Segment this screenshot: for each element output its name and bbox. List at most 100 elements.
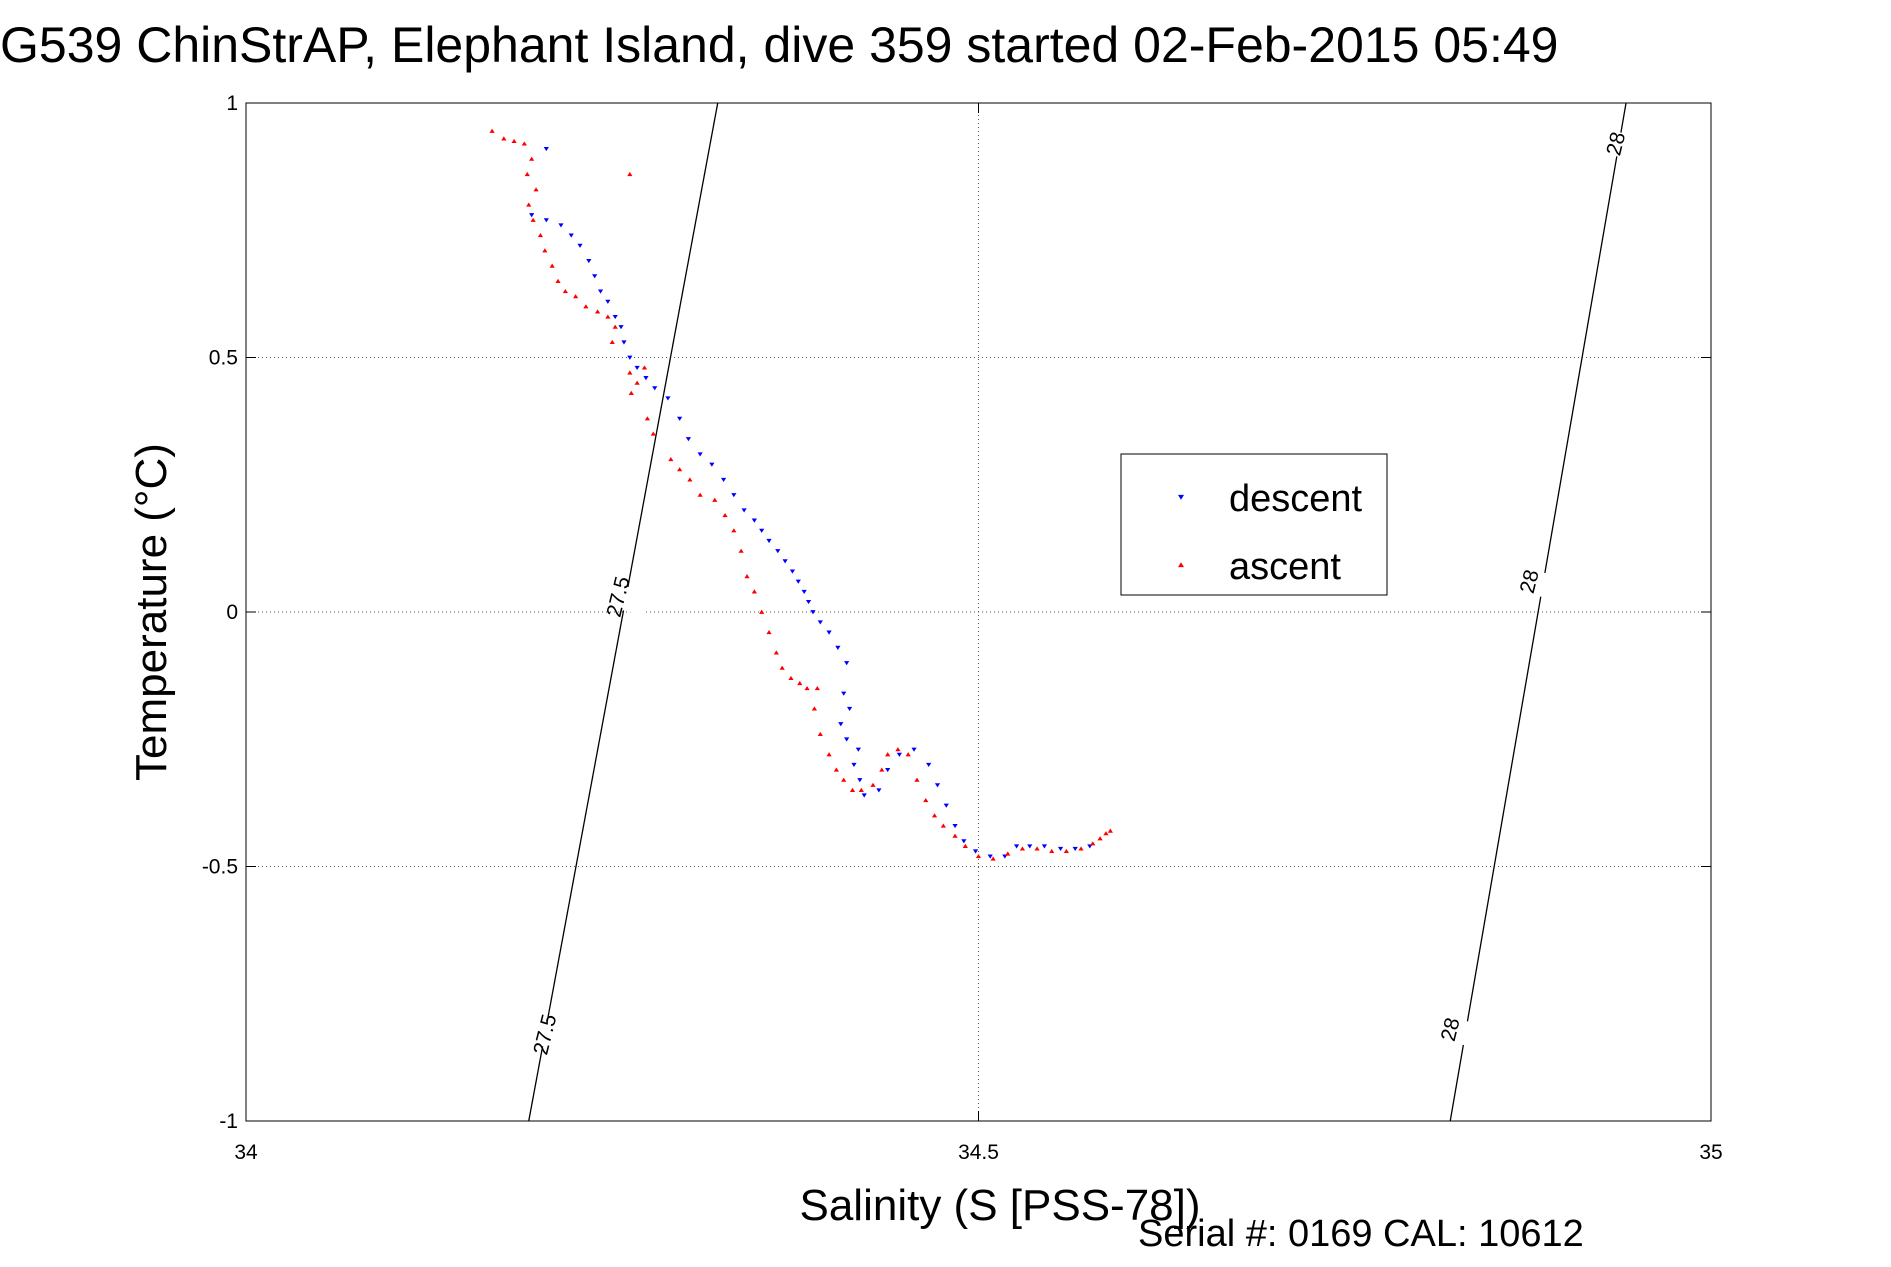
- ascent-point: [533, 187, 539, 192]
- ascent-point: [634, 380, 640, 385]
- ascent-point: [1034, 846, 1040, 851]
- ascent-point: [751, 589, 757, 594]
- contour-label: 28: [1516, 567, 1544, 595]
- contour-label-bg: [1497, 562, 1562, 601]
- descent-point: [605, 299, 611, 304]
- descent-point: [943, 803, 949, 808]
- descent-point: [961, 839, 967, 844]
- contour-label: 28: [1602, 130, 1630, 158]
- ascent-point: [759, 609, 765, 614]
- descent-point: [665, 396, 671, 401]
- descent-point: [577, 243, 583, 248]
- ascent-point: [804, 686, 810, 691]
- ascent-point: [879, 767, 885, 772]
- x-tick-label: 34.5: [958, 1141, 999, 1164]
- contour-label-bg: [586, 577, 651, 616]
- descent-point: [685, 437, 692, 442]
- ascent-point: [537, 233, 544, 238]
- descent-point: [987, 854, 993, 859]
- descent-point: [597, 289, 604, 294]
- ascent-point: [1103, 831, 1109, 836]
- descent-point: [558, 223, 564, 228]
- descent-point: [844, 661, 850, 666]
- descent-point: [627, 355, 633, 360]
- descent-point: [643, 376, 649, 381]
- descent-point: [952, 823, 958, 829]
- ascent-point: [627, 171, 633, 177]
- ascent-point: [773, 650, 779, 655]
- ascent-point: [526, 202, 532, 207]
- ascent-point: [1049, 848, 1055, 854]
- descent-point: [789, 569, 796, 574]
- ascent-point: [605, 314, 611, 319]
- descent-point: [896, 752, 902, 757]
- descent-point: [709, 462, 715, 467]
- ascent-point: [529, 156, 535, 161]
- ascent-point: [940, 823, 946, 828]
- ascent-point: [542, 248, 548, 253]
- data-points: [489, 128, 1113, 861]
- legend-label-ascent: ascent: [1229, 546, 1341, 588]
- descent-point: [529, 213, 535, 218]
- ascent-point: [885, 752, 891, 757]
- descent-point: [810, 610, 816, 615]
- descent-point: [846, 706, 853, 712]
- legend-marker-descent: [1178, 494, 1184, 500]
- y-tick-label: -1: [219, 1110, 238, 1133]
- ascent-point: [826, 752, 832, 757]
- ascent-point: [668, 456, 674, 462]
- descent-point: [751, 518, 757, 523]
- ascent-point: [975, 853, 982, 859]
- legend-label-descent: descent: [1229, 478, 1363, 520]
- ascent-point: [914, 777, 920, 782]
- density-contour-line: [528, 102, 719, 1122]
- descent-point: [731, 493, 737, 498]
- ascent-point: [905, 752, 911, 757]
- ascent-point: [923, 797, 929, 803]
- ascent-point: [858, 787, 864, 792]
- descent-point: [618, 325, 624, 330]
- legend-marker-ascent: [1178, 562, 1184, 568]
- descent-point: [835, 645, 841, 650]
- ascent-point: [766, 630, 772, 635]
- x-axis-label: Salinity (S [PSS-78]): [799, 1181, 1200, 1230]
- ascent-point: [644, 416, 651, 421]
- ascent-point: [814, 686, 820, 691]
- descent-point: [1057, 846, 1064, 852]
- ascent-point: [952, 833, 958, 838]
- descent-point: [795, 579, 801, 584]
- x-tick-label: 34: [234, 1141, 258, 1164]
- ascent-point: [612, 324, 618, 329]
- serial-footer: Serial #: 0169 CAL: 10612: [1138, 1213, 1584, 1255]
- descent-point: [817, 620, 823, 625]
- ascent-point: [521, 141, 527, 146]
- ascent-point: [895, 747, 901, 752]
- descent-point: [861, 793, 867, 798]
- descent-point: [1027, 844, 1033, 849]
- legend-box: [1120, 453, 1388, 596]
- descent-point: [652, 386, 658, 391]
- ascent-point: [511, 138, 517, 143]
- descent-point: [677, 416, 683, 421]
- y-tick-label: 1: [226, 92, 238, 115]
- ascent-point: [549, 263, 555, 268]
- ascent-point: [562, 288, 568, 294]
- ascent-point: [524, 171, 530, 177]
- ascent-point: [530, 217, 536, 222]
- ascent-point: [990, 856, 996, 861]
- ascent-point: [788, 675, 794, 680]
- descent-point: [697, 452, 703, 457]
- contour-label-bg: [1583, 124, 1648, 163]
- descent-point: [1041, 844, 1048, 849]
- descent-point: [857, 778, 863, 783]
- descent-point: [759, 528, 765, 533]
- ascent-point: [962, 843, 968, 848]
- descent-point: [592, 274, 598, 279]
- descent-point: [720, 477, 727, 482]
- legend: descent ascent: [1120, 453, 1388, 596]
- ascent-point: [1107, 828, 1113, 833]
- descent-point: [801, 589, 807, 594]
- ascent-point: [870, 782, 876, 787]
- descent-point: [586, 258, 592, 264]
